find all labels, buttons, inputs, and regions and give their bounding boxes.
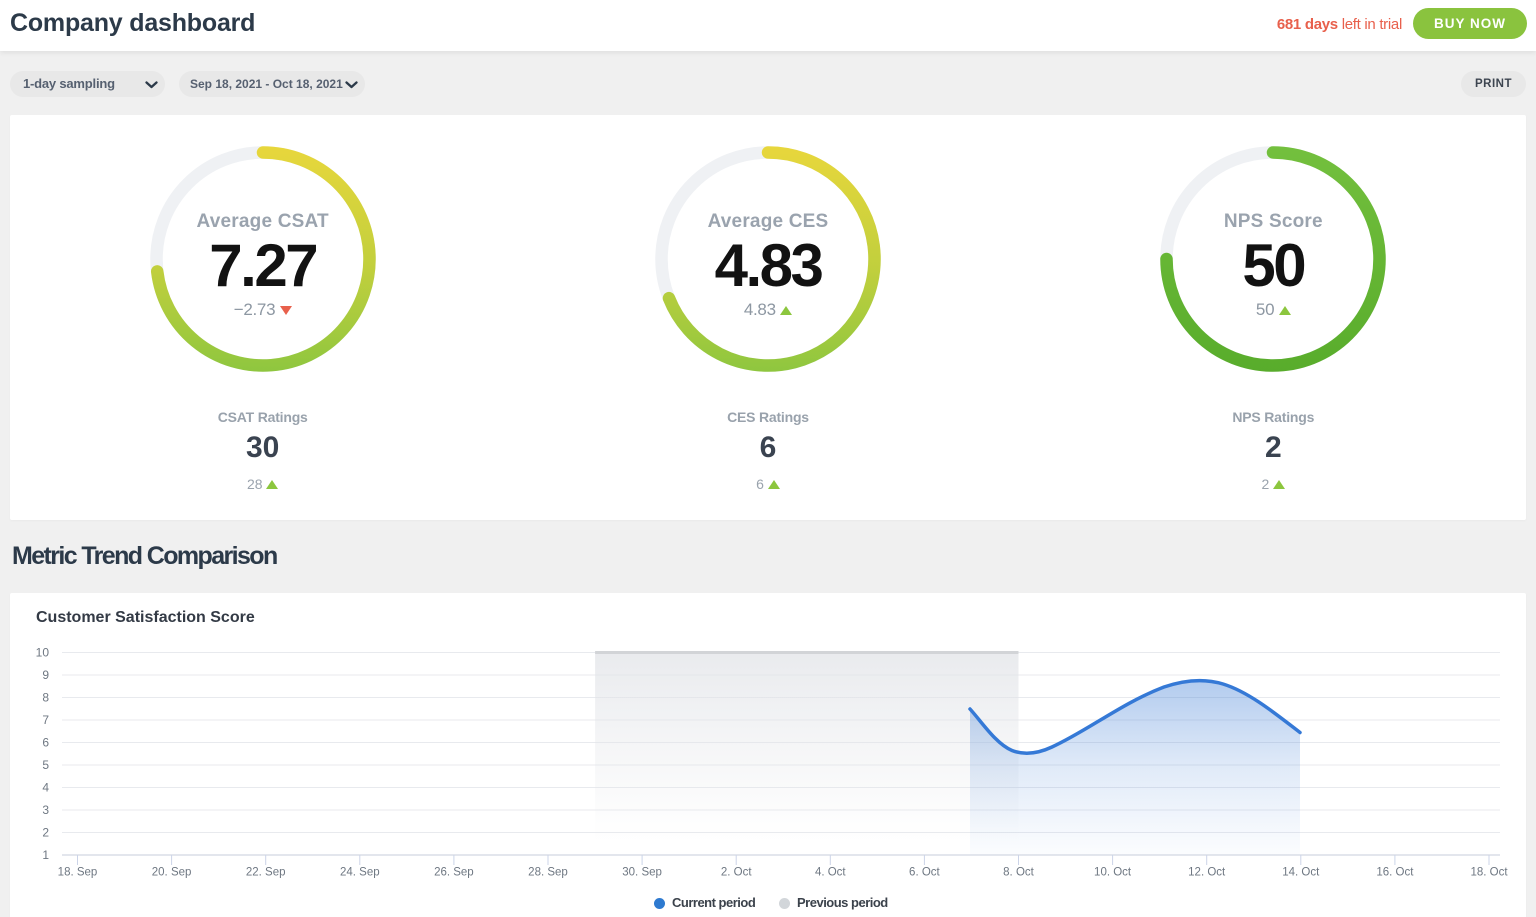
svg-text:10: 10 <box>36 646 50 660</box>
svg-text:16. Oct: 16. Oct <box>1376 867 1414 879</box>
svg-text:26. Sep: 26. Sep <box>434 867 474 879</box>
svg-text:30. Sep: 30. Sep <box>622 867 662 879</box>
svg-text:8: 8 <box>42 691 49 705</box>
svg-text:28. Sep: 28. Sep <box>528 867 568 879</box>
svg-text:14. Oct: 14. Oct <box>1282 867 1320 879</box>
svg-text:4: 4 <box>42 781 49 795</box>
svg-text:5: 5 <box>42 758 49 772</box>
svg-text:8. Oct: 8. Oct <box>1003 867 1034 879</box>
svg-text:12. Oct: 12. Oct <box>1188 867 1226 879</box>
svg-text:2: 2 <box>42 826 49 840</box>
svg-text:2. Oct: 2. Oct <box>721 867 752 879</box>
svg-text:18. Oct: 18. Oct <box>1470 867 1508 879</box>
svg-text:9: 9 <box>42 668 49 682</box>
svg-text:1: 1 <box>42 848 49 862</box>
svg-text:3: 3 <box>42 803 49 817</box>
svg-text:4. Oct: 4. Oct <box>815 867 846 879</box>
svg-text:20. Sep: 20. Sep <box>152 867 192 879</box>
svg-text:22. Sep: 22. Sep <box>246 867 286 879</box>
svg-text:7: 7 <box>42 713 49 727</box>
svg-text:6. Oct: 6. Oct <box>909 867 940 879</box>
svg-text:24. Sep: 24. Sep <box>340 867 380 879</box>
svg-text:18. Sep: 18. Sep <box>58 867 98 879</box>
svg-text:10. Oct: 10. Oct <box>1094 867 1132 879</box>
svg-text:6: 6 <box>42 736 49 750</box>
